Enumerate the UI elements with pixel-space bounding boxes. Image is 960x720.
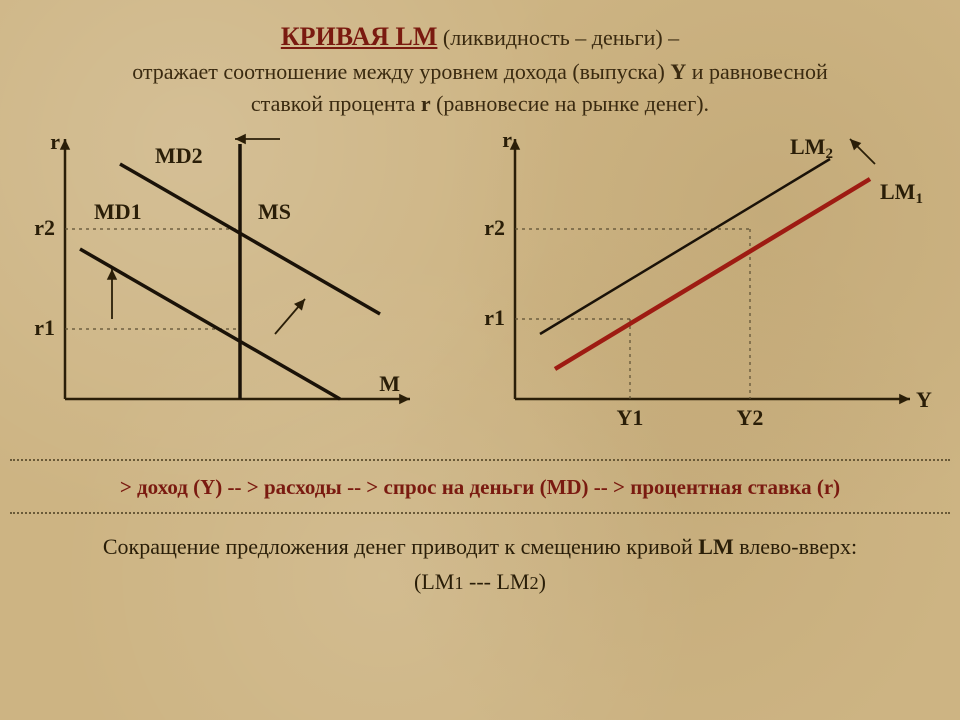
svg-text:r1: r1 [484,305,505,330]
charts-row: r Mr1 r2 MS MD1 MD2 r Yr1 r2 Y1 Y2 LM1 LM2 [0,119,960,459]
title-line3b: r [421,91,431,116]
svg-text:r2: r2 [34,215,55,240]
svg-text:MD1: MD1 [94,199,142,224]
title-line3c: (равновесие на рынке денег). [431,91,709,116]
causal-chain-text: > доход (Y) -- > расходы -- > спрос на д… [0,475,960,500]
separator-1 [10,459,950,461]
title-line3: ставкой процента r (равновесие на рынке … [0,88,960,120]
title-line2: отражает соотношение между уровнем доход… [0,56,960,88]
title-line2c: и равновесной [686,59,828,84]
title-block: КРИВАЯ LM (ликвидность – деньги) – отраж… [0,0,960,119]
svg-text:r: r [50,129,60,154]
svg-text:Y1: Y1 [617,405,644,430]
title-line2b: Y [670,59,686,84]
svg-text:r: r [502,127,512,152]
svg-text:MS: MS [258,199,291,224]
bottom-line1a: Сокращение предложения денег приводит к … [103,534,698,559]
svg-text:M: M [379,371,400,396]
money-market-chart: r Mr1 r2 MS MD1 MD2 [10,119,450,459]
title-line2a: отражает соотношение между уровнем доход… [132,59,670,84]
svg-text:Y2: Y2 [737,405,764,430]
svg-text:r2: r2 [484,215,505,240]
bottom-line1b: LM [698,534,733,559]
title-sub: (ликвидность – деньги) – [443,25,679,50]
title-line1: КРИВАЯ LM (ликвидность – деньги) – [0,18,960,56]
svg-text:LM1: LM1 [880,179,923,207]
title-line3a: ставкой процента [251,91,421,116]
svg-text:Y: Y [916,387,932,412]
separator-2 [10,512,950,514]
title-main: КРИВАЯ LM [281,22,438,51]
lm-curve-chart: r Yr1 r2 Y1 Y2 LM1 LM2 [460,119,960,459]
bottom-line2: (LM1 --- LM2) [0,565,960,599]
bottom-line1c: влево-вверх: [734,534,857,559]
bottom-line1: Сокращение предложения денег приводит к … [0,530,960,564]
svg-text:r1: r1 [34,315,55,340]
svg-text:LM2: LM2 [790,134,833,162]
bottom-text: Сокращение предложения денег приводит к … [0,530,960,598]
svg-text:MD2: MD2 [155,143,203,168]
